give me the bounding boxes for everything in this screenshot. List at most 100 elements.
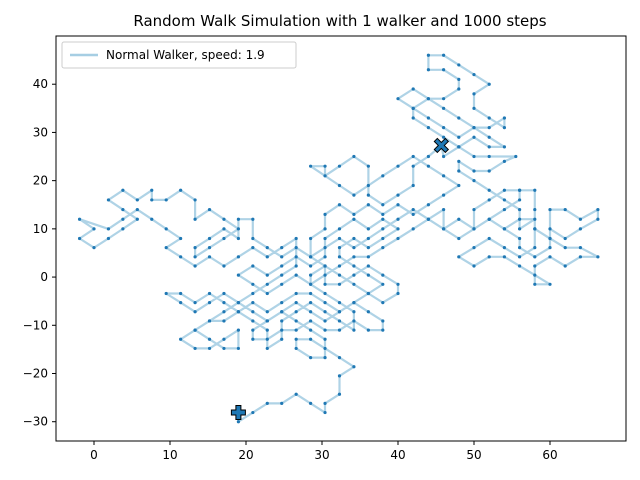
x-tick-label: 50 xyxy=(466,448,481,462)
walk-point xyxy=(381,212,385,216)
walk-point xyxy=(207,301,212,305)
walk-point xyxy=(518,198,522,202)
walk-point xyxy=(323,319,327,323)
walk-point xyxy=(502,145,506,149)
walk-point xyxy=(207,337,212,341)
walk-point xyxy=(457,63,461,67)
walk-point xyxy=(309,301,313,305)
walk-point xyxy=(533,264,537,268)
walk-point xyxy=(381,236,385,241)
walk-point xyxy=(533,227,537,231)
walk-point xyxy=(548,227,552,231)
walk-point xyxy=(294,291,298,296)
walk-point xyxy=(578,246,583,250)
walk-point xyxy=(337,301,342,305)
walk-point xyxy=(294,392,298,396)
x-tick-label: 20 xyxy=(238,448,253,462)
walk-point xyxy=(472,169,476,173)
x-tick-label: 0 xyxy=(90,448,98,462)
walk-point xyxy=(337,282,342,286)
y-tick-label: 0 xyxy=(40,270,48,284)
walk-point xyxy=(265,310,269,314)
walk-point xyxy=(487,169,491,173)
walk-point xyxy=(426,164,430,168)
walk-point xyxy=(222,217,226,221)
walk-point xyxy=(442,106,446,110)
walk-point xyxy=(487,217,491,221)
walk-point xyxy=(236,273,240,277)
walk-point xyxy=(396,164,400,168)
walk-point xyxy=(193,217,197,221)
walk-point xyxy=(426,154,430,159)
walk-point xyxy=(457,135,461,139)
walk-point xyxy=(92,246,96,250)
walk-point xyxy=(457,77,461,81)
walk-point xyxy=(294,328,298,332)
walk-point xyxy=(164,246,168,250)
walk-point xyxy=(251,246,255,250)
walk-point xyxy=(236,301,240,305)
walk-point xyxy=(472,207,476,212)
walk-point xyxy=(381,174,385,178)
walk-point xyxy=(502,188,506,192)
walk-point xyxy=(280,310,284,314)
walk-point xyxy=(323,264,327,268)
walk-point xyxy=(222,319,226,323)
walk-point xyxy=(352,273,356,277)
walk-point xyxy=(251,291,255,296)
walk-point xyxy=(472,126,476,130)
walk-point xyxy=(502,198,506,202)
walk-point xyxy=(179,291,183,296)
walk-point xyxy=(411,207,415,212)
walk-point xyxy=(77,236,82,241)
walk-point xyxy=(251,410,255,415)
walk-point xyxy=(323,227,327,231)
walk-point xyxy=(280,401,284,405)
walk-point xyxy=(548,236,552,241)
walk-point xyxy=(337,319,342,323)
x-tick-label: 40 xyxy=(390,448,405,462)
walk-point xyxy=(352,328,356,332)
walk-point xyxy=(411,87,415,91)
walk-point xyxy=(396,97,400,101)
walk-point xyxy=(366,246,370,250)
walk-point xyxy=(337,355,342,360)
walk-point xyxy=(381,273,385,277)
chart-title: Random Walk Simulation with 1 walker and… xyxy=(133,12,546,30)
walk-point xyxy=(533,188,537,192)
walk-point xyxy=(222,301,226,305)
walk-point xyxy=(426,126,430,130)
walk-point xyxy=(396,203,400,207)
walk-point xyxy=(563,236,567,241)
walk-point xyxy=(442,135,446,139)
walk-point xyxy=(251,301,255,305)
walk-point xyxy=(352,310,356,314)
walk-point xyxy=(251,236,255,241)
walk-point xyxy=(337,183,342,188)
x-axis: 0 10 20 30 40 50 60 xyxy=(90,441,558,462)
walk-point xyxy=(150,188,154,192)
walk-point xyxy=(352,255,356,259)
walk-point xyxy=(106,198,111,202)
walk-point xyxy=(533,282,537,286)
walk-point xyxy=(514,154,518,159)
walk-point xyxy=(323,355,327,360)
walk-point xyxy=(472,72,476,77)
walk-point xyxy=(280,255,284,259)
walk-point xyxy=(207,236,212,241)
walk-point xyxy=(323,337,327,341)
y-tick-label: 40 xyxy=(33,77,48,91)
walk-point xyxy=(457,169,461,173)
walk-point xyxy=(352,365,356,369)
walk-point xyxy=(533,246,537,250)
walk-point xyxy=(179,188,183,192)
walk-point xyxy=(366,183,370,188)
y-tick-label: −20 xyxy=(23,367,48,381)
walk-point xyxy=(323,346,327,351)
y-axis: −30 −20 −10 0 10 20 30 40 xyxy=(23,77,56,429)
walk-point xyxy=(411,227,415,231)
walk-point xyxy=(236,217,240,221)
walk-point xyxy=(563,264,567,268)
legend: Normal Walker, speed: 1.9 xyxy=(61,41,297,69)
walk-point xyxy=(337,246,342,250)
